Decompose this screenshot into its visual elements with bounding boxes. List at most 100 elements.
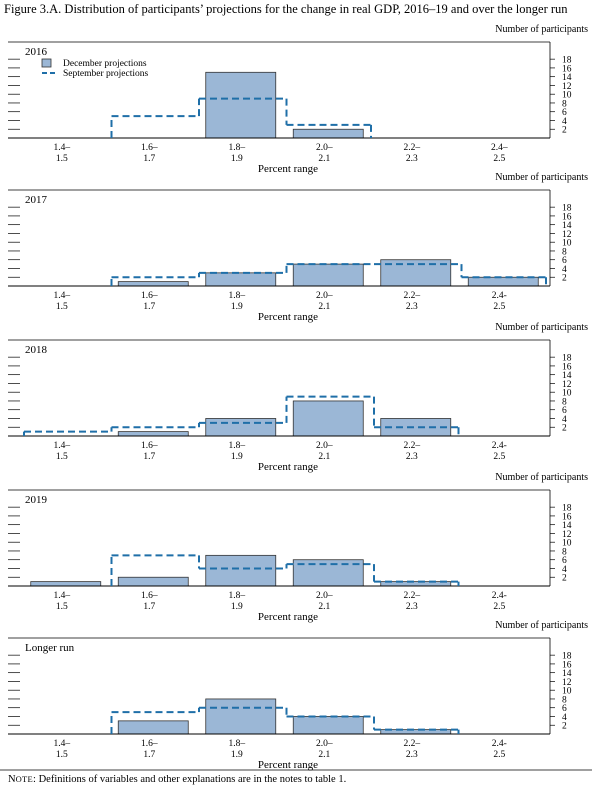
y-tick-label: 6: [562, 256, 567, 266]
x-tick-label: 1.4–: [53, 441, 70, 451]
x-tick-label: 2.3: [406, 302, 418, 312]
x-tick-label: 1.9: [231, 452, 243, 462]
y-tick-label: 18: [562, 504, 572, 514]
y-axis-title: Number of participants: [495, 322, 588, 333]
x-tick-label: 1.4–: [53, 291, 70, 301]
y-tick-label: 12: [562, 530, 572, 540]
x-tick-label: 2.0–: [316, 291, 333, 301]
legend-december-label: December projections: [63, 59, 147, 69]
december-bar: [292, 128, 364, 139]
x-tick-label: 2.4-: [492, 591, 507, 601]
x-tick-label: 2.3: [406, 452, 418, 462]
x-tick-label: 1.6–: [141, 291, 158, 301]
x-tick-label: 2.1: [318, 602, 330, 612]
chart-panel-3: Number of participants 2018 24681012141618…: [8, 322, 588, 473]
december-bar: [117, 576, 189, 587]
x-tick-label: 1.8–: [228, 591, 245, 601]
x-tick-label: 1.9: [231, 302, 243, 312]
y-tick-label: 2: [562, 574, 567, 584]
x-tick-label: 2.0–: [316, 591, 333, 601]
panel-label: 2018: [25, 344, 48, 356]
y-tick-label: 8: [562, 397, 567, 407]
x-axis-title: Percent range: [258, 163, 318, 175]
y-tick-label: 14: [562, 521, 572, 531]
y-tick-label: 4: [562, 117, 567, 127]
x-tick-label: 2.2–: [403, 291, 420, 301]
x-tick-label: 1.6–: [141, 143, 158, 153]
y-tick-label: 14: [562, 221, 572, 231]
x-tick-label: 1.9: [231, 750, 243, 760]
legend-september-label: September projections: [63, 69, 149, 79]
x-axis-title: Percent range: [258, 611, 318, 623]
x-tick-label: 1.7: [143, 154, 155, 164]
y-tick-label: 8: [562, 695, 567, 705]
x-tick-label: 2.2–: [403, 591, 420, 601]
y-tick-label: 12: [562, 82, 572, 92]
y-tick-label: 18: [562, 56, 572, 66]
december-bar: [380, 259, 452, 287]
x-tick-label: 1.7: [143, 302, 155, 312]
x-tick-label: 2.3: [406, 750, 418, 760]
panel-label: 2019: [25, 494, 48, 506]
x-tick-label: 1.6–: [141, 739, 158, 749]
x-tick-label: 2.1: [318, 154, 330, 164]
x-tick-label: 1.6–: [141, 591, 158, 601]
x-tick-label: 2.4–: [491, 143, 508, 153]
x-tick-label: 1.5: [56, 602, 68, 612]
y-tick-label: 8: [562, 547, 567, 557]
y-tick-label: 16: [562, 212, 572, 222]
x-tick-label: 1.7: [143, 750, 155, 760]
x-tick-label: 2.5: [493, 154, 505, 164]
december-bar: [117, 720, 189, 735]
y-tick-label: 10: [562, 239, 572, 249]
y-tick-label: 14: [562, 669, 572, 679]
x-tick-label: 1.8–: [228, 291, 245, 301]
december-bar: [205, 272, 277, 287]
footnote-text: : Definitions of variables and other exp…: [33, 774, 347, 785]
december-bar: [205, 71, 277, 139]
legend-december-swatch: [41, 58, 52, 68]
y-tick-label: 18: [562, 204, 572, 214]
y-tick-label: 4: [562, 713, 567, 723]
x-tick-label: 2.5: [493, 452, 505, 462]
y-axis-title: Number of participants: [495, 472, 588, 483]
y-tick-label: 10: [562, 539, 572, 549]
x-tick-label: 1.8–: [228, 441, 245, 451]
x-axis-title: Percent range: [258, 311, 318, 323]
x-axis-title: Percent range: [258, 461, 318, 473]
x-tick-label: 1.9: [231, 154, 243, 164]
y-axis-title: Number of participants: [495, 24, 588, 35]
x-tick-label: 1.4–: [53, 143, 70, 153]
panel-label: 2016: [25, 46, 48, 58]
x-tick-label: 2.5: [493, 302, 505, 312]
december-bar: [117, 431, 189, 437]
x-tick-label: 1.5: [56, 452, 68, 462]
y-tick-label: 4: [562, 565, 567, 575]
y-tick-label: 12: [562, 678, 572, 688]
y-tick-label: 10: [562, 687, 572, 697]
chart-panel-1: Number of participants 2016 24681012141618…: [8, 24, 588, 175]
december-bar: [292, 263, 364, 287]
x-tick-label: 1.7: [143, 602, 155, 612]
x-tick-label: 2.3: [406, 602, 418, 612]
figure-title: Figure 3.A. Distribution of participants…: [4, 2, 568, 16]
y-tick-label: 16: [562, 362, 572, 372]
y-tick-label: 14: [562, 73, 572, 83]
y-tick-label: 2: [562, 424, 567, 434]
x-tick-label: 2.2–: [403, 739, 420, 749]
y-tick-label: 12: [562, 380, 572, 390]
y-tick-label: 6: [562, 556, 567, 566]
y-tick-label: 16: [562, 512, 572, 522]
y-tick-label: 18: [562, 354, 572, 364]
x-tick-label: 1.9: [231, 602, 243, 612]
x-axis-title: Percent range: [258, 759, 318, 771]
y-tick-label: 16: [562, 660, 572, 670]
december-bar: [467, 276, 539, 287]
x-tick-label: 1.8–: [228, 143, 245, 153]
x-tick-label: 2.1: [318, 750, 330, 760]
y-tick-label: 4: [562, 415, 567, 425]
december-bar: [205, 418, 277, 437]
y-tick-label: 6: [562, 704, 567, 714]
x-tick-label: 2.0–: [316, 739, 333, 749]
y-tick-label: 6: [562, 108, 567, 118]
